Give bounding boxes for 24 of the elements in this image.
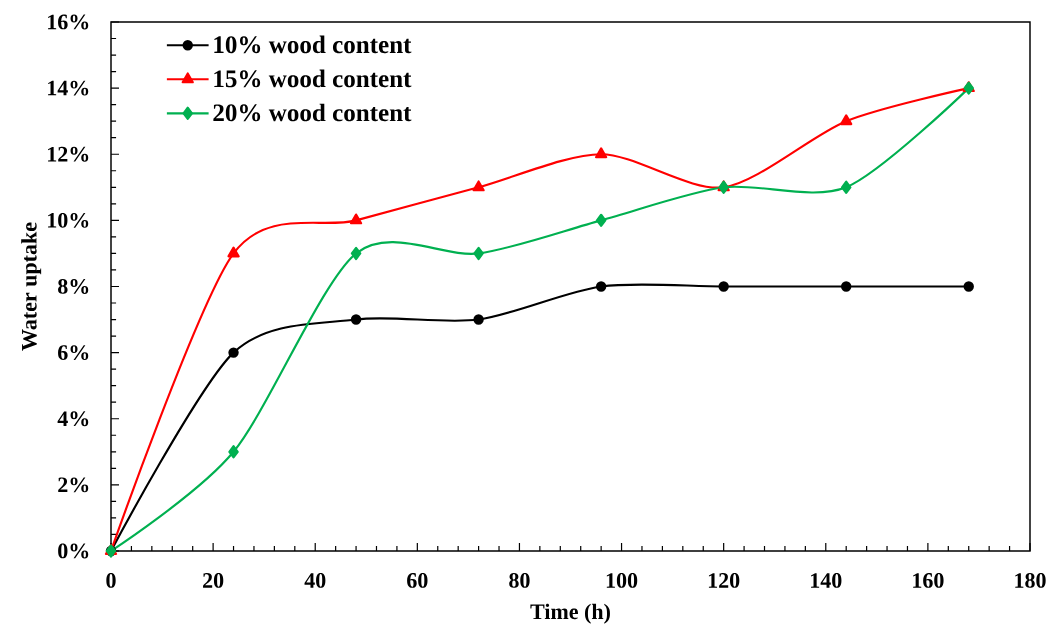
legend-label: 15% wood content <box>214 69 412 88</box>
y-tick-label: 10% <box>48 212 89 228</box>
x-tick-label: 180 <box>1015 573 1046 588</box>
x-tick-label: 20 <box>203 573 224 588</box>
y-axis-title: Water uptake <box>21 222 42 351</box>
y-tick-label: 2% <box>58 477 89 493</box>
y-tick-label: 6% <box>58 345 89 361</box>
x-tick-label: 40 <box>304 573 326 588</box>
x-tick-label: 120 <box>708 573 740 588</box>
x-tick-label: 100 <box>606 573 638 588</box>
y-tick-label: 8% <box>58 279 89 294</box>
x-tick-label: 140 <box>811 573 842 588</box>
x-tick-label: 60 <box>407 573 428 588</box>
x-axis-title: Time (h) <box>530 603 610 624</box>
y-tick-label: 12% <box>48 146 89 162</box>
y-tick-label: 14% <box>48 80 89 96</box>
y-tick-label: 4% <box>57 411 89 427</box>
legend-label: 10% wood content <box>214 35 412 54</box>
x-tick-label: 160 <box>913 573 944 588</box>
legend-label: 20% wood content <box>213 103 412 122</box>
y-tick-label: 0% <box>58 543 89 559</box>
y-tick-label: 16% <box>48 14 89 30</box>
x-tick-label: 80 <box>509 573 530 588</box>
x-tick-label: 0 <box>106 573 116 588</box>
